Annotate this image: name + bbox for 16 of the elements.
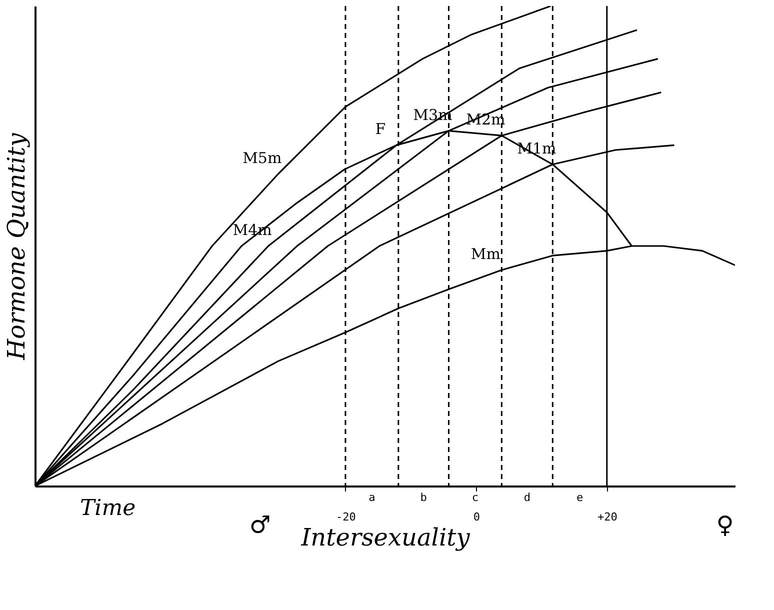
x-axis-title: Intersexuality: [300, 524, 470, 552]
text: d: [524, 491, 530, 504]
text: ♀: [716, 511, 734, 539]
x-tick-label: -20: [336, 510, 356, 524]
text: e: [576, 491, 584, 504]
text: ♂: [249, 511, 271, 539]
series-label: Mm: [470, 245, 500, 263]
x-tick-label: 0: [473, 510, 480, 524]
x-tick-label: +20: [597, 510, 618, 524]
text: c: [472, 491, 479, 504]
y-axis-title: Hormone Quantity: [2, 132, 30, 361]
text: b: [420, 491, 427, 504]
series-label: F: [375, 120, 386, 138]
series-label: M5m: [242, 149, 282, 167]
text: a: [368, 491, 376, 504]
text: Time: [80, 496, 136, 521]
